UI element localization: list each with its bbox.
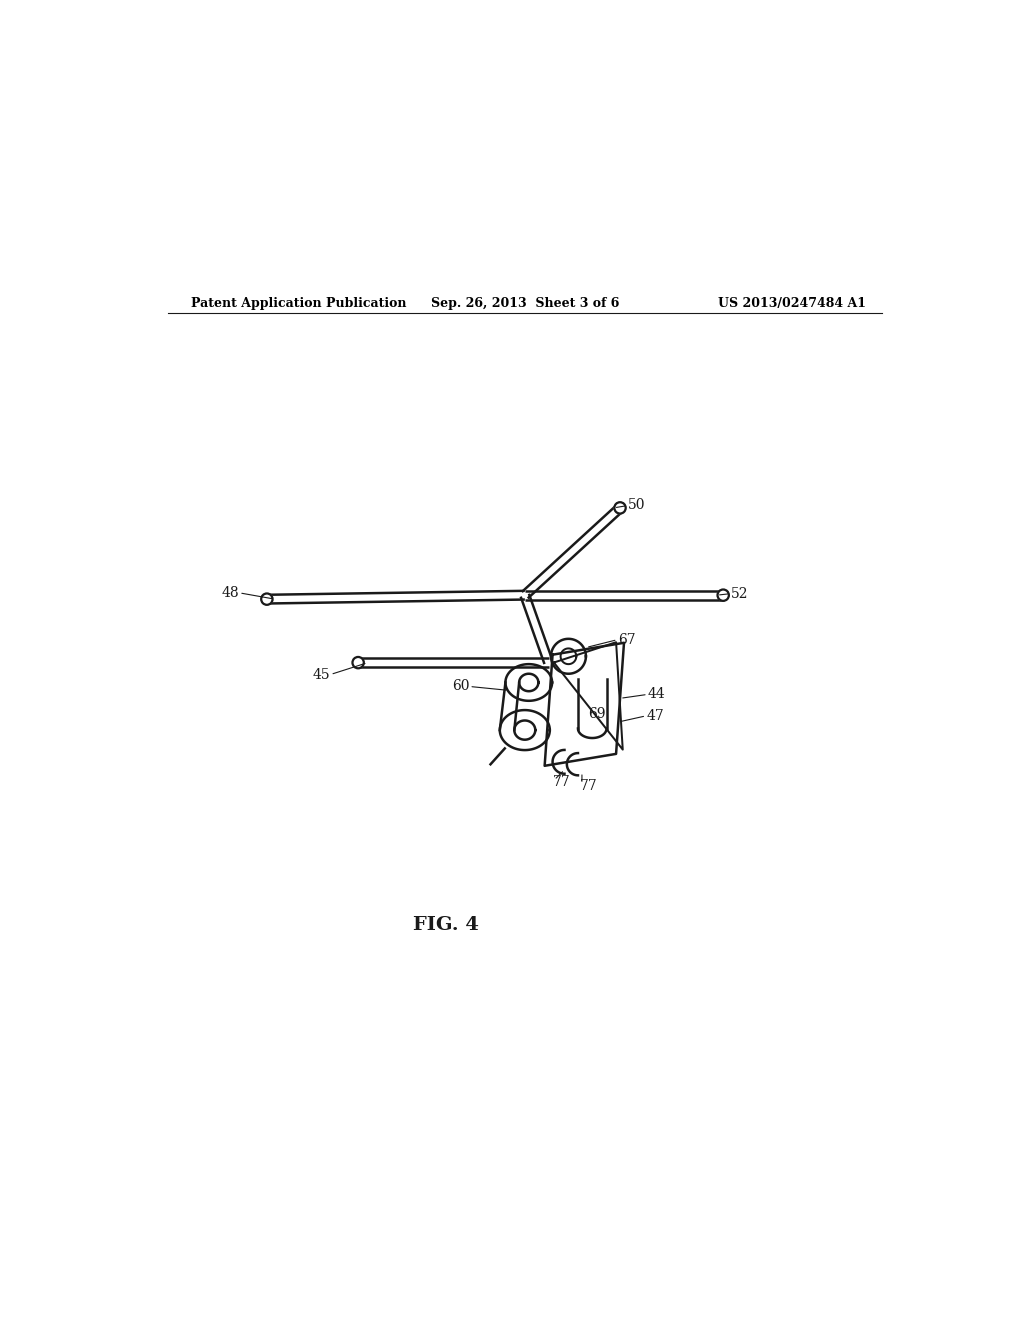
Text: Patent Application Publication: Patent Application Publication (191, 297, 407, 310)
Polygon shape (520, 594, 553, 664)
Text: 60: 60 (452, 680, 469, 693)
Polygon shape (522, 504, 623, 598)
Text: 77: 77 (553, 775, 570, 788)
Polygon shape (267, 591, 525, 603)
Circle shape (352, 657, 364, 668)
Text: 44: 44 (648, 688, 666, 701)
Text: Sep. 26, 2013  Sheet 3 of 6: Sep. 26, 2013 Sheet 3 of 6 (431, 297, 618, 310)
Text: 67: 67 (617, 632, 635, 647)
Text: 47: 47 (646, 709, 664, 723)
Text: US 2013/0247484 A1: US 2013/0247484 A1 (718, 297, 866, 310)
Text: 50: 50 (628, 499, 645, 512)
Polygon shape (545, 643, 624, 766)
Polygon shape (524, 591, 723, 599)
Circle shape (261, 594, 272, 605)
Circle shape (614, 502, 626, 513)
Text: FIG. 4: FIG. 4 (413, 916, 478, 933)
Polygon shape (358, 659, 549, 667)
Circle shape (718, 590, 729, 601)
Text: 77: 77 (581, 779, 598, 792)
Text: 69: 69 (588, 708, 606, 721)
Text: 52: 52 (731, 586, 749, 601)
Text: 48: 48 (221, 586, 239, 599)
Text: 45: 45 (312, 668, 331, 681)
